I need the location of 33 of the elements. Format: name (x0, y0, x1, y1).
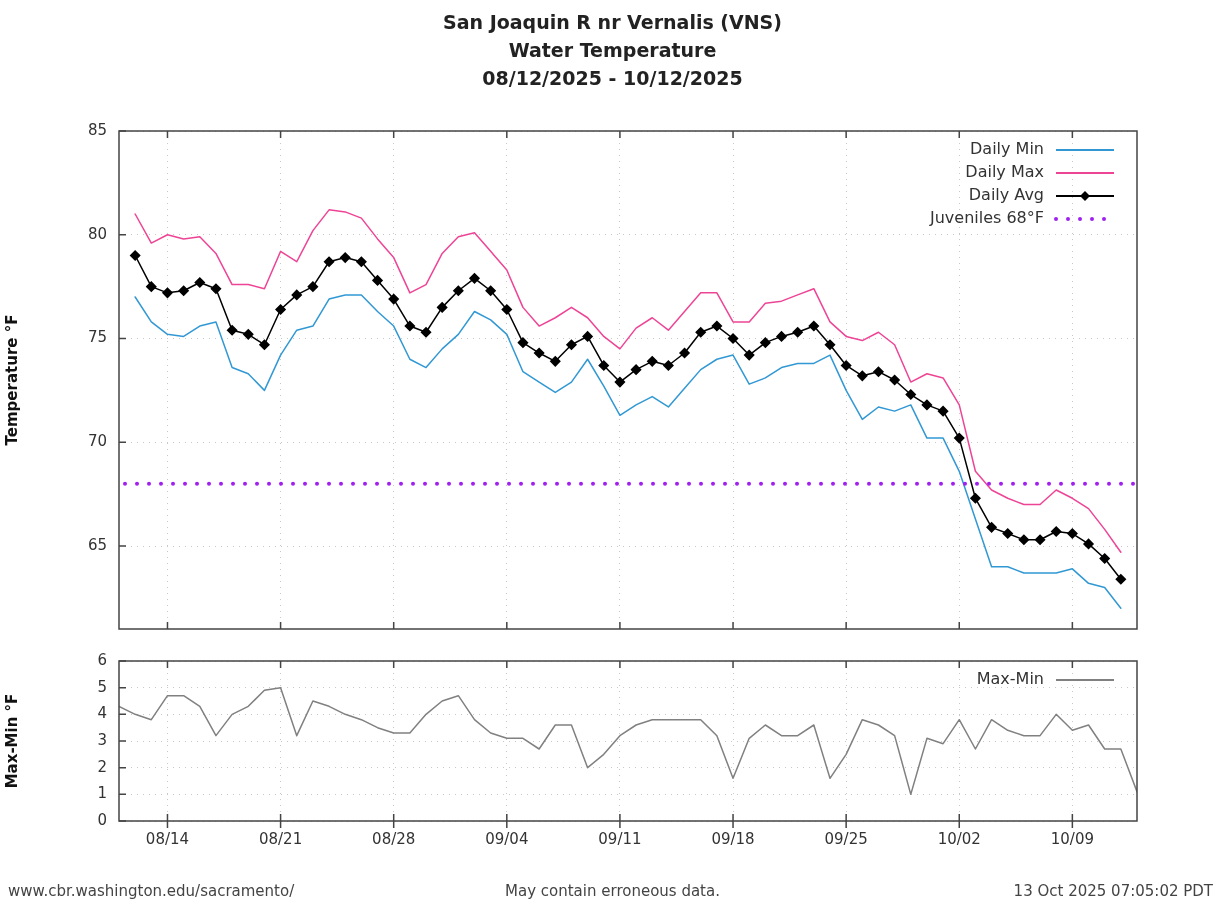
legend-label: Max-Min (976, 669, 1044, 689)
y-tick-label: 85 (87, 120, 107, 139)
x-tick-label: 09/25 (824, 829, 868, 848)
y-tick-label: 80 (87, 224, 107, 243)
legend-label: Daily Avg (968, 185, 1044, 205)
y-tick-label: 70 (87, 432, 107, 451)
y-tick-label: 0 (97, 810, 107, 829)
legend-label: Daily Max (965, 162, 1044, 182)
y-tick-label: 65 (87, 535, 107, 554)
y-tick-label: 4 (97, 704, 107, 723)
x-tick-label: 09/18 (711, 829, 755, 848)
y-tick-label: 75 (87, 328, 107, 347)
y-axis-title: Temperature °F (2, 314, 21, 446)
y-tick-label: 6 (97, 650, 107, 669)
x-tick-label: 08/14 (145, 829, 190, 848)
chart-subtitle: Water Temperature 08/12/2025 - 10/12/2025 (481, 38, 744, 91)
x-tick-label: 08/21 (258, 829, 303, 848)
y-axis-title: Max-Min °F (2, 693, 21, 789)
x-tick-label: 09/04 (485, 829, 529, 848)
y-tick-label: 3 (97, 730, 107, 749)
text: www.cbr.washington.edu/sacramento/ (8, 882, 295, 900)
y-tick-label: 2 (97, 757, 107, 776)
text: May contain erroneous data. (505, 882, 720, 900)
y-tick-label: 1 (97, 784, 107, 803)
y-tick-label: 5 (97, 677, 107, 696)
x-tick-label: 09/11 (598, 829, 642, 848)
legend-label: Juveniles 68°F (928, 208, 1044, 228)
x-tick-label: 10/02 (937, 829, 981, 848)
x-tick-label: 08/28 (372, 829, 416, 848)
chart-title: San Joaquin R nr Vernalis (VNS) (442, 10, 783, 35)
text: 13 Oct 2025 07:05:02 PDT (1013, 882, 1213, 900)
legend-label: Daily Min (970, 139, 1044, 159)
x-tick-label: 10/09 (1050, 829, 1094, 848)
